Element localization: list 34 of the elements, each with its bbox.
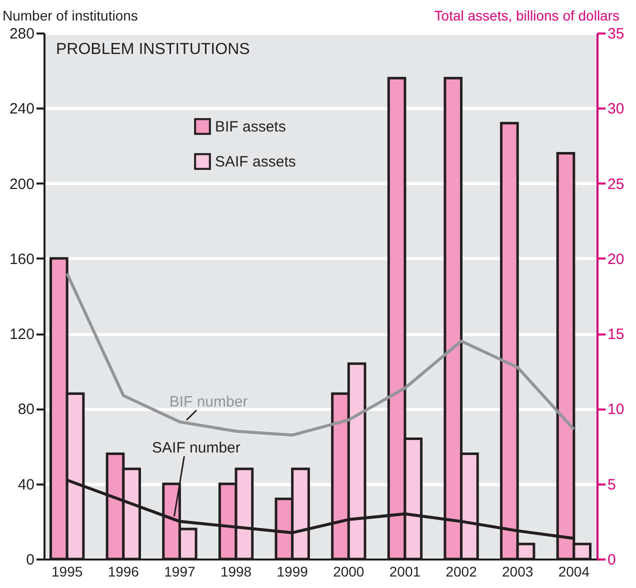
x-tick-label: 2001 bbox=[389, 564, 421, 580]
y-tick-label: 200 bbox=[9, 176, 34, 193]
y2-tick-label: 25 bbox=[608, 176, 624, 193]
y2-tick-label: 0 bbox=[608, 552, 616, 568]
y-tick-label: 240 bbox=[9, 100, 34, 118]
line-series bbox=[66, 272, 576, 437]
series-label: BIF number bbox=[169, 393, 248, 410]
x-tick-label: 1999 bbox=[276, 564, 308, 580]
x-tick-label: 2000 bbox=[333, 564, 364, 580]
y-tick-label: 0 bbox=[26, 552, 34, 568]
y-tick-label: 80 bbox=[18, 401, 34, 418]
y-tick-label: 40 bbox=[18, 476, 34, 494]
x-tick-label: 1996 bbox=[108, 564, 140, 580]
y2-tick-label: 35 bbox=[608, 26, 624, 42]
y2-tick-label: 10 bbox=[608, 401, 624, 418]
text: PROBLEM INSTITUTIONS bbox=[56, 41, 250, 58]
y-tick-label: 160 bbox=[9, 250, 34, 268]
x-tick-label: 1997 bbox=[164, 564, 196, 580]
x-tick-label: 2003 bbox=[502, 564, 534, 580]
y2-tick-label: 5 bbox=[608, 476, 616, 494]
y2-axis-title: Total assets, billions of dollars bbox=[434, 8, 620, 24]
y-axis-title: Number of institutions bbox=[2, 8, 138, 24]
y2-tick-label: 15 bbox=[608, 326, 624, 344]
y2-tick-label: 20 bbox=[608, 250, 624, 268]
x-tick-label: 1995 bbox=[52, 564, 83, 580]
legend-label: BIF assets bbox=[215, 118, 286, 136]
y2-tick-label: 30 bbox=[608, 100, 624, 118]
y-tick-label: 120 bbox=[9, 326, 34, 344]
x-tick-label: 2002 bbox=[446, 564, 478, 580]
legend-label: SAIF assets bbox=[215, 154, 296, 170]
text: SAIF number bbox=[152, 439, 240, 456]
x-tick-label: 1998 bbox=[220, 564, 252, 580]
x-tick-label: 2004 bbox=[558, 564, 590, 580]
y-tick-label: 280 bbox=[9, 26, 34, 42]
